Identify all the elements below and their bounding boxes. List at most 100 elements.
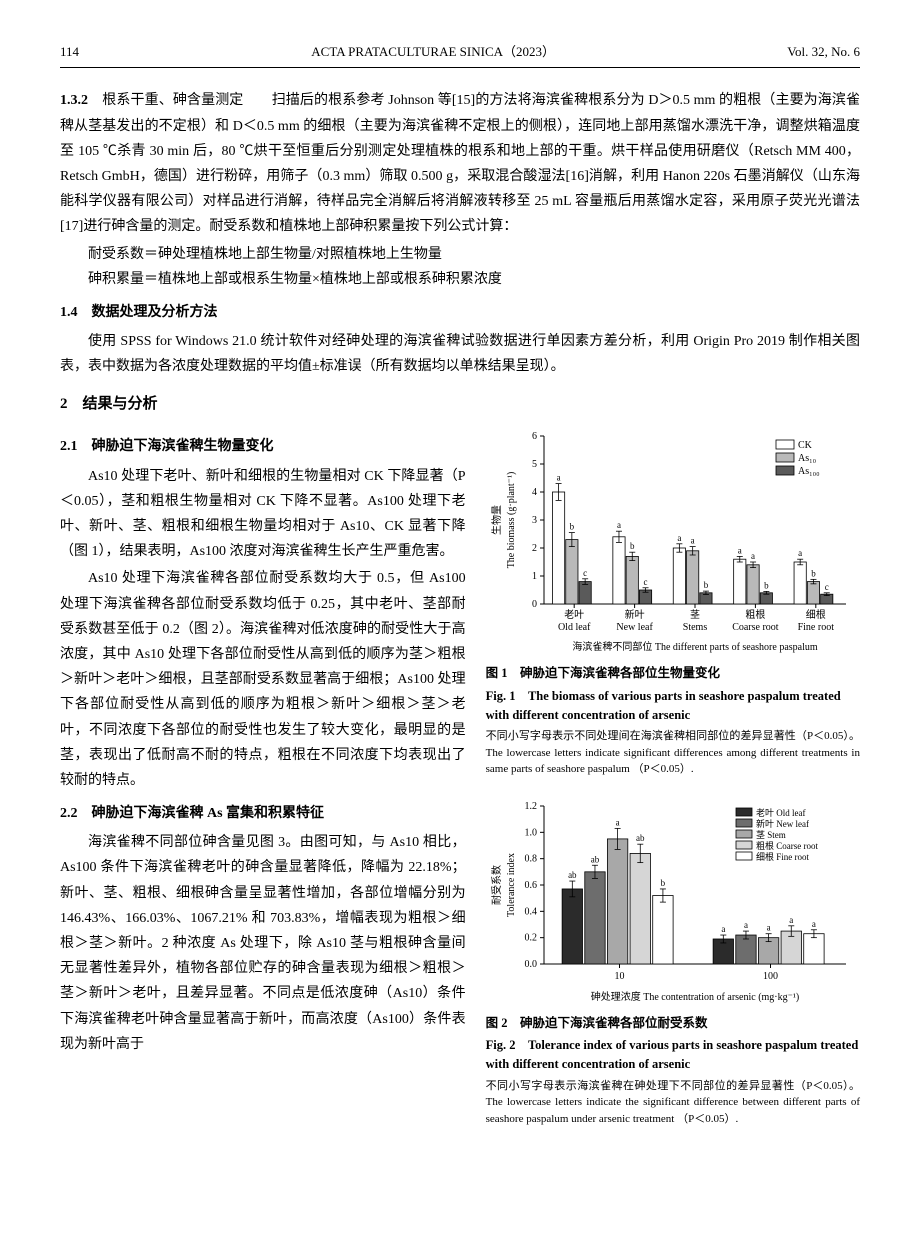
svg-text:a: a <box>737 546 741 556</box>
svg-text:b: b <box>569 522 574 532</box>
svg-text:Fine root: Fine root <box>797 622 834 633</box>
svg-text:a: a <box>556 473 560 483</box>
svg-text:0.4: 0.4 <box>524 906 537 917</box>
svg-text:砷处理浓度 The contentration of ars: 砷处理浓度 The contentration of arsenic (mg·k… <box>590 990 799 1003</box>
issue: Vol. 32, No. 6 <box>787 40 860 63</box>
svg-text:0.0: 0.0 <box>524 959 537 970</box>
fig1-caption-en: Fig. 1 The biomass of various parts in s… <box>486 687 860 725</box>
sec-21-p1: As10 处理下老叶、新叶和细根的生物量相对 CK 下降显著（P＜0.05），茎… <box>60 464 466 565</box>
fig2-container: 0.00.20.40.60.81.01.2ababaabb10aaaaa100耐… <box>486 796 860 1006</box>
svg-text:0.8: 0.8 <box>524 854 537 865</box>
sec-21-p2: As10 处理下海滨雀稗各部位耐受系数均大于 0.5，但 As100 处理下海滨… <box>60 566 466 793</box>
sec-132-title: 根系干重、砷含量测定 <box>102 93 243 108</box>
svg-text:粗根: 粗根 <box>745 608 765 621</box>
svg-text:2: 2 <box>532 543 537 554</box>
svg-text:1: 1 <box>532 571 537 582</box>
svg-text:4: 4 <box>532 487 537 498</box>
sec-14-title: 数据处理及分析方法 <box>92 305 218 320</box>
sec-132-body: 扫描后的根系参考 Johnson 等[15]的方法将海滨雀稗根系分为 D＞0.5… <box>60 93 860 234</box>
svg-text:a: a <box>617 521 621 531</box>
svg-text:0: 0 <box>532 599 537 610</box>
sec-132: 1.3.2 根系干重、砷含量测定 扫描后的根系参考 Johnson 等[15]的… <box>60 88 860 239</box>
fig1-caption-cn: 图 1 砷胁迫下海滨雀稗各部位生物量变化 <box>486 662 860 685</box>
svg-text:Tolerance index: Tolerance index <box>506 853 517 917</box>
svg-text:Stems: Stems <box>682 622 707 633</box>
svg-text:6: 6 <box>532 431 537 442</box>
fig2-note: 不同小写字母表示海滨雀稗在砷处理下不同部位的差异显著性（P＜0.05）。 The… <box>486 1078 860 1128</box>
svg-text:a: a <box>766 923 770 933</box>
svg-text:海滨雀稗不同部位 The different parts o: 海滨雀稗不同部位 The different parts of seashore… <box>572 640 818 653</box>
sec-22-p1: 海滨雀稗不同部位砷含量见图 3。由图可知，与 As10 相比，As100 条件下… <box>60 830 466 1057</box>
svg-text:a: a <box>812 919 816 929</box>
formula-2: 砷积累量＝植株地上部或根系生物量×植株地上部或根系砷积累浓度 <box>60 267 860 292</box>
svg-text:New leaf: New leaf <box>616 622 653 633</box>
svg-text:As₁₀: As₁₀ <box>798 453 817 464</box>
fig2-caption-cn: 图 2 砷胁迫下海滨雀稗各部位耐受系数 <box>486 1012 860 1035</box>
svg-text:CK: CK <box>798 440 813 451</box>
svg-text:新叶 New leaf: 新叶 New leaf <box>756 818 809 829</box>
svg-text:Coarse root: Coarse root <box>732 622 779 633</box>
fig1-note: 不同小写字母表示不同处理间在海滨雀稗相同部位的差异显著性（P＜0.05）。 Th… <box>486 728 860 778</box>
svg-text:a: a <box>677 533 681 543</box>
svg-text:c: c <box>583 568 587 578</box>
svg-text:粗根 Coarse root: 粗根 Coarse root <box>756 840 818 851</box>
svg-text:茎 Stem: 茎 Stem <box>756 829 786 840</box>
svg-text:细根 Fine root: 细根 Fine root <box>756 851 809 862</box>
sec-21-head: 2.1 砷胁迫下海滨雀稗生物量变化 <box>60 434 466 459</box>
svg-text:老叶 Old leaf: 老叶 Old leaf <box>756 807 806 818</box>
sec-2-head: 2 结果与分析 <box>60 391 860 418</box>
svg-text:a: a <box>690 536 694 546</box>
svg-text:ab: ab <box>636 833 645 843</box>
fig1-note-cn: 不同小写字母表示不同处理间在海滨雀稗相同部位的差异显著性（P＜0.05）。 <box>486 730 860 742</box>
svg-text:a: a <box>751 551 755 561</box>
svg-text:As₁₀₀: As₁₀₀ <box>798 466 820 477</box>
svg-text:a: a <box>744 920 748 930</box>
svg-text:新叶: 新叶 <box>624 608 644 621</box>
svg-text:细根: 细根 <box>805 608 825 621</box>
svg-text:a: a <box>615 817 619 827</box>
journal-title: ACTA PRATACULTURAE SINICA（2023） <box>311 40 555 63</box>
svg-text:生物量: 生物量 <box>490 505 503 535</box>
sec-21-label: 2.1 <box>60 439 78 454</box>
svg-text:ab: ab <box>590 854 599 864</box>
sec-14-label: 1.4 <box>60 305 78 320</box>
svg-text:b: b <box>703 581 708 591</box>
svg-text:a: a <box>798 549 802 559</box>
svg-text:a: a <box>721 924 725 934</box>
svg-text:b: b <box>811 569 816 579</box>
svg-text:0.6: 0.6 <box>524 880 537 891</box>
svg-text:100: 100 <box>763 971 778 982</box>
fig2-note-cn: 不同小写字母表示海滨雀稗在砷处理下不同部位的差异显著性（P＜0.05）。 <box>486 1080 860 1092</box>
svg-text:b: b <box>630 542 635 552</box>
fig1-container: 0123456abc老叶Old leafabc新叶New leafaab茎Ste… <box>486 426 860 656</box>
right-column: 0123456abc老叶Old leafabc新叶New leafaab茎Ste… <box>486 426 860 1127</box>
svg-text:耐受系数: 耐受系数 <box>490 865 503 905</box>
two-column-region: 2.1 砷胁迫下海滨雀稗生物量变化 As10 处理下老叶、新叶和细根的生物量相对… <box>60 426 860 1127</box>
sec-2-title: 结果与分析 <box>83 396 158 412</box>
sec-14-body: 使用 SPSS for Windows 21.0 统计软件对经砷处理的海滨雀稗试… <box>60 329 860 379</box>
svg-text:茎: 茎 <box>690 609 700 621</box>
svg-text:b: b <box>764 581 769 591</box>
svg-text:10: 10 <box>614 971 624 982</box>
fig1-note-en: The lowercase letters indicate significa… <box>486 747 860 776</box>
page-number: 114 <box>60 40 79 63</box>
sec-22-label: 2.2 <box>60 806 78 821</box>
svg-text:3: 3 <box>532 515 537 526</box>
sec-22-title: 砷胁迫下海滨雀稗 As 富集和积累特征 <box>92 806 325 821</box>
fig2-caption-en: Fig. 2 Tolerance index of various parts … <box>486 1036 860 1074</box>
left-column: 2.1 砷胁迫下海滨雀稗生物量变化 As10 处理下老叶、新叶和细根的生物量相对… <box>60 426 466 1127</box>
svg-text:ab: ab <box>568 870 577 880</box>
sec-22-head: 2.2 砷胁迫下海滨雀稗 As 富集和积累特征 <box>60 801 466 826</box>
svg-text:1.2: 1.2 <box>524 801 537 812</box>
sec-2-label: 2 <box>60 396 68 412</box>
svg-text:a: a <box>789 915 793 925</box>
svg-text:b: b <box>660 878 665 888</box>
svg-text:c: c <box>824 582 828 592</box>
page-header: 114 ACTA PRATACULTURAE SINICA（2023） Vol.… <box>60 40 860 68</box>
formula-1: 耐受系数＝砷处理植株地上部生物量/对照植株地上生物量 <box>60 242 860 267</box>
svg-text:Old leaf: Old leaf <box>558 622 591 633</box>
svg-text:1.0: 1.0 <box>524 827 537 838</box>
sec-14-head: 1.4 数据处理及分析方法 <box>60 300 860 325</box>
svg-text:5: 5 <box>532 459 537 470</box>
svg-text:c: c <box>643 577 647 587</box>
